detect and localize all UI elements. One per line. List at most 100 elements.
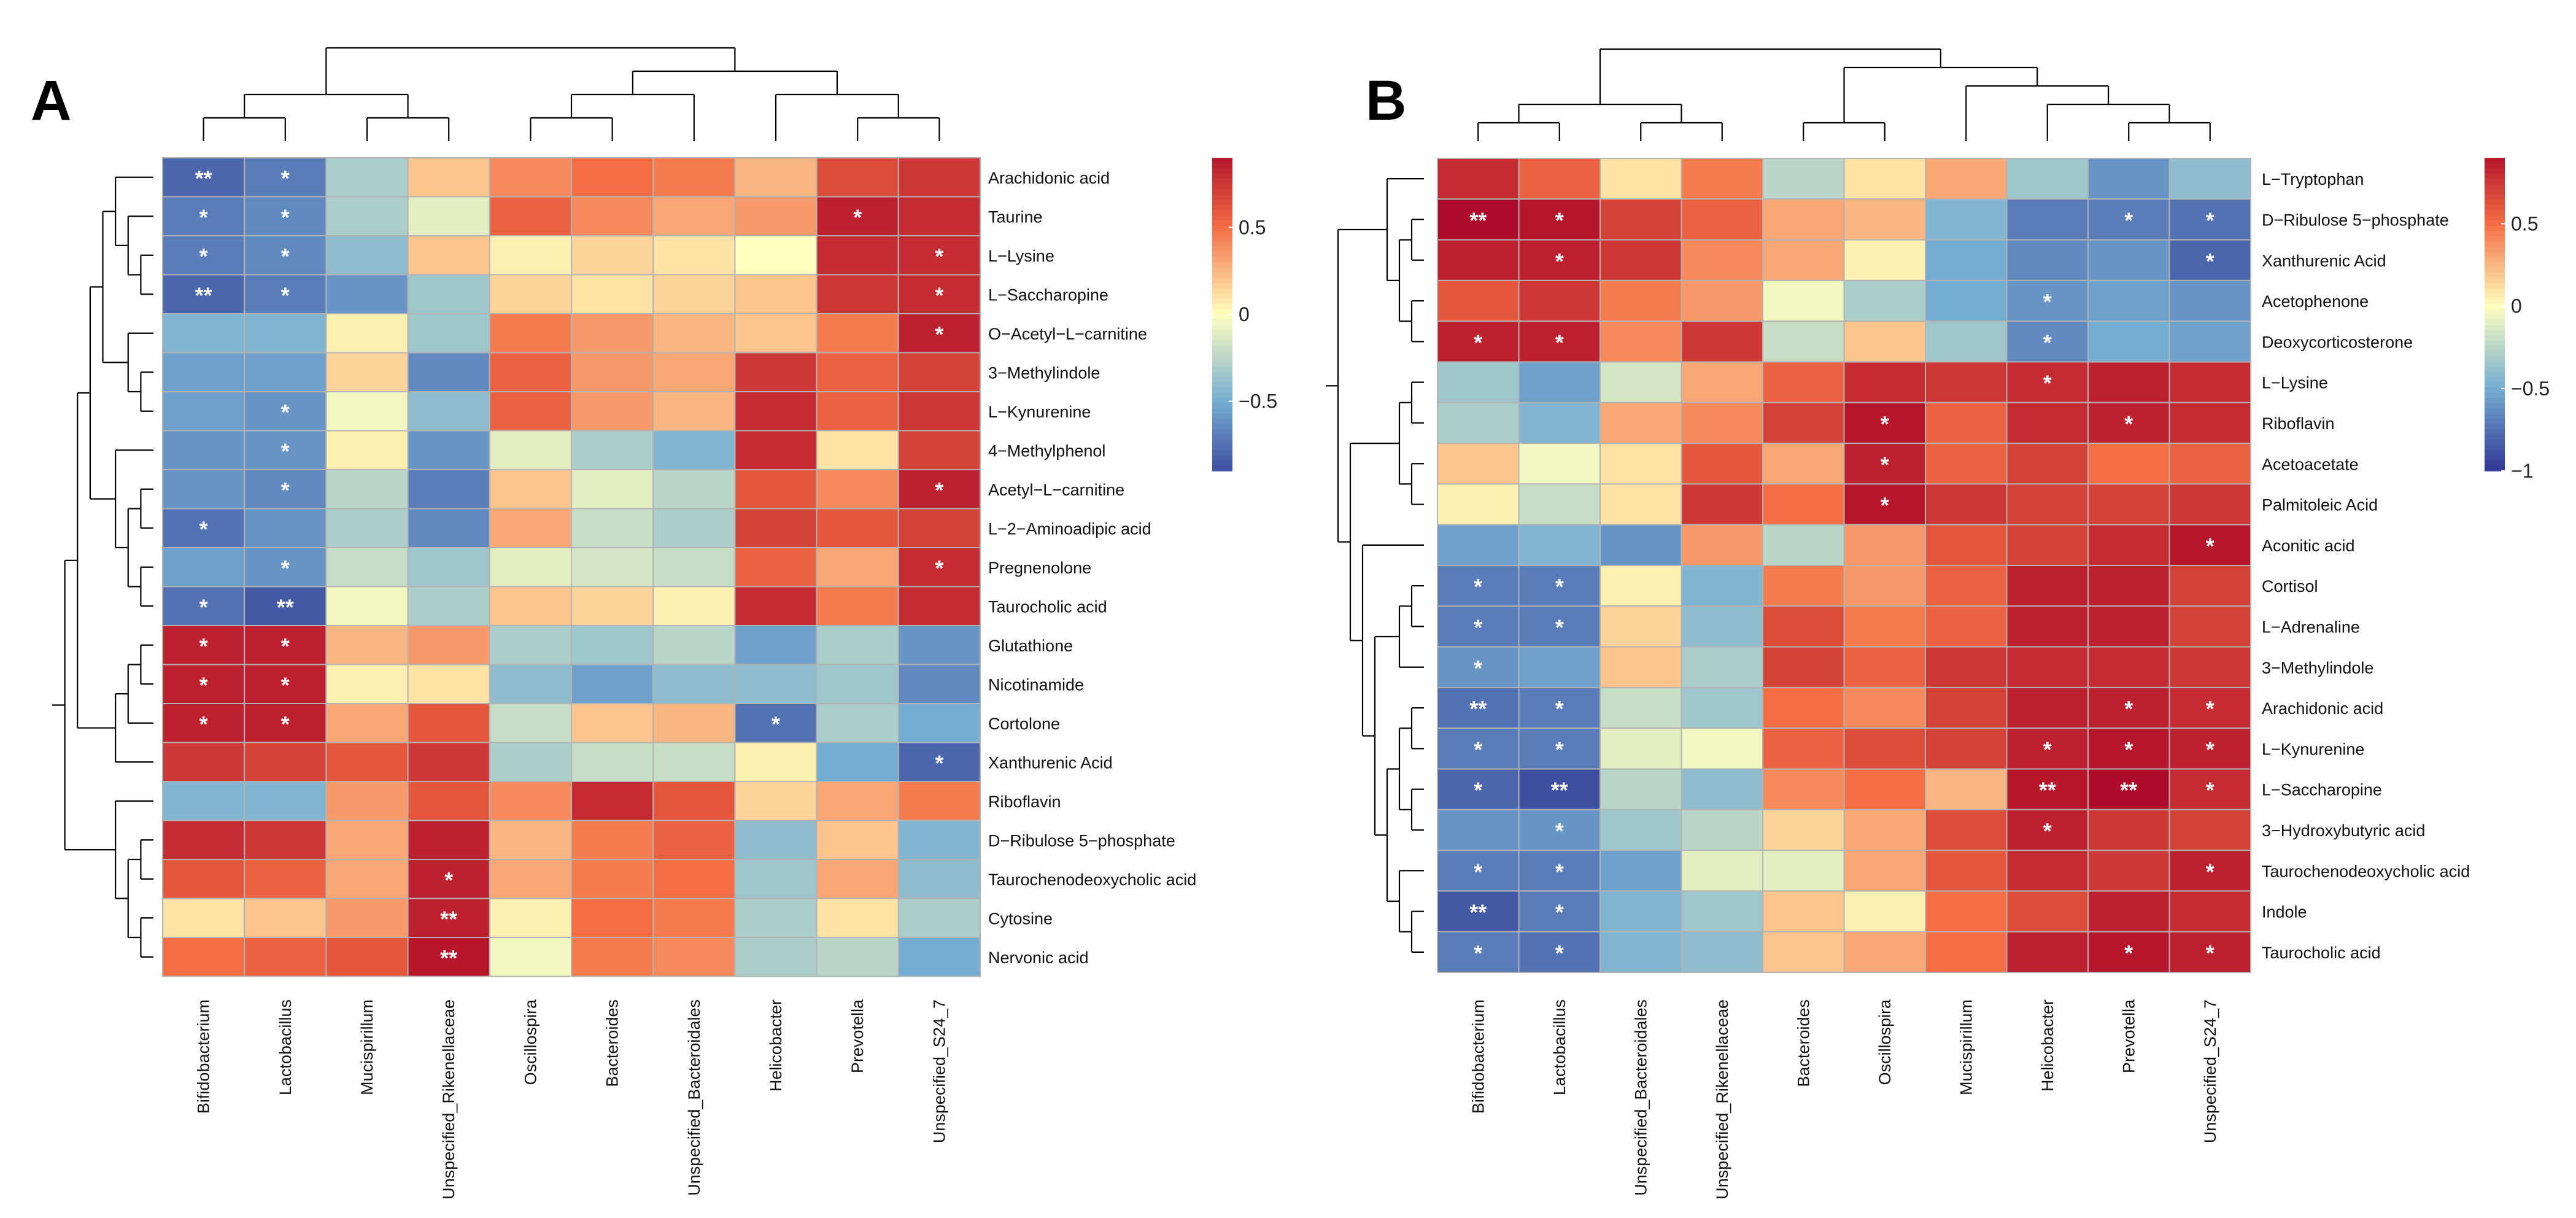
heatmap-cell <box>489 508 572 548</box>
heatmap-cell <box>489 196 572 236</box>
color-legend-band <box>2485 419 2505 425</box>
row-label: 3−Methylindole <box>2262 659 2373 677</box>
row-label: Acetophenone <box>2262 292 2369 311</box>
heatmap-cell <box>2087 279 2170 322</box>
significance-mark: * <box>1555 249 1564 274</box>
heatmap-cell <box>1518 443 1601 485</box>
column-labels: Bifidobacterium Lactobacillus Mucispirillu… <box>195 999 949 1200</box>
color-legend-band <box>1212 215 1232 221</box>
heatmap-cell <box>2168 279 2251 322</box>
heatmap-cell <box>571 703 654 743</box>
significance-mark: * <box>2124 208 2133 233</box>
heatmap-cell <box>1599 931 1682 973</box>
heatmap-cell <box>2087 931 2170 973</box>
color-legend-band <box>2485 168 2505 174</box>
significance-mark: * <box>1474 330 1482 355</box>
heatmap-cell <box>734 274 818 314</box>
significance-mark: * <box>1881 493 1889 518</box>
heatmap-cell <box>897 391 981 432</box>
heatmap-cell <box>652 430 736 470</box>
heatmap-cell <box>162 859 246 899</box>
color-legend-band <box>1212 419 1232 425</box>
row-label: Acetyl−L−carnitine <box>988 481 1124 499</box>
row-label: L−2−Aminoadipic acid <box>988 519 1151 538</box>
heatmap-cell <box>325 274 409 314</box>
heatmap-cell <box>1518 850 1601 892</box>
heatmap-cell <box>1925 483 2008 526</box>
heatmap-cell <box>407 625 490 665</box>
color-legend-band <box>2485 246 2505 252</box>
significance-mark: * <box>444 867 453 893</box>
significance-mark: * <box>1555 208 1564 233</box>
row-label: Nicotinamide <box>988 675 1084 694</box>
heatmap-cell <box>325 469 409 510</box>
heatmap-cell <box>407 313 490 354</box>
color-legend-band <box>1212 440 1232 446</box>
heatmap-cell <box>1599 890 1682 933</box>
heatmap-cell <box>162 625 246 665</box>
heatmap-cell <box>571 391 654 432</box>
heatmap-cell <box>652 157 736 198</box>
heatmap-cell <box>1518 686 1601 729</box>
color-legend-band <box>2485 267 2505 273</box>
heatmap-cell <box>2168 646 2251 688</box>
significance-mark: * <box>199 204 208 230</box>
heatmap-cell <box>1925 727 2008 770</box>
heatmap-cell <box>1925 768 2008 810</box>
heatmap-cell <box>897 898 981 938</box>
heatmap-cell <box>1599 686 1682 729</box>
color-legend-band <box>1212 210 1232 216</box>
heatmap-cell <box>162 547 246 588</box>
heatmap-cell <box>734 586 818 626</box>
heatmap-cells <box>162 157 981 977</box>
color-legend-label: 0 <box>1239 303 1250 325</box>
heatmap-cell <box>571 859 654 899</box>
color-legend-band <box>1212 204 1232 211</box>
significance-mark: * <box>1474 656 1482 681</box>
significance-marks: ** ** * ** * *** * ***** *** ** *** ** ** * ******* <box>195 166 944 971</box>
heatmap-cell <box>652 742 736 782</box>
row-label: L−Kynurenine <box>988 403 1091 421</box>
heatmap-cell <box>652 469 736 510</box>
color-legend-band <box>2485 465 2505 471</box>
heatmap-cell <box>1762 931 1845 973</box>
heatmap-cell <box>734 508 818 548</box>
color-legend-band <box>2485 398 2505 404</box>
heatmap-cell <box>325 781 409 821</box>
heatmap-cell <box>1762 850 1845 892</box>
heatmap-cell <box>816 781 899 821</box>
significance-mark: * <box>935 478 943 503</box>
heatmap-cell <box>325 625 409 665</box>
color-legend-band <box>1212 330 1232 336</box>
heatmap-cell <box>244 898 327 938</box>
heatmap-cell <box>1599 158 1682 200</box>
significance-mark: ** <box>277 594 294 619</box>
color-legend-band <box>2485 460 2505 467</box>
significance-mark: * <box>1474 859 1482 884</box>
heatmap-cell <box>816 430 899 470</box>
heatmap-cell <box>1843 279 1926 322</box>
significance-mark: * <box>1881 452 1889 477</box>
heatmap-cell <box>571 508 654 548</box>
heatmap-cell <box>1762 565 1845 607</box>
heatmap-cell <box>1599 279 1682 322</box>
significance-mark: * <box>2206 696 2214 721</box>
row-label: Cytosine <box>988 909 1053 928</box>
significance-mark: * <box>1555 737 1564 762</box>
color-legend-band <box>2485 356 2505 362</box>
heatmap-cell <box>1437 239 1520 281</box>
heatmap-cell <box>1599 239 1682 281</box>
significance-mark: * <box>1474 941 1482 966</box>
significance-mark: * <box>2206 533 2214 559</box>
significance-mark: * <box>1881 411 1889 436</box>
heatmap-cell <box>897 859 981 899</box>
significance-mark: * <box>281 556 290 581</box>
significance-mark: ** <box>195 282 212 308</box>
heatmap-cell <box>816 547 899 588</box>
heatmap-cell <box>489 469 572 510</box>
heatmap-cell <box>652 352 736 392</box>
color-legend-band <box>2485 210 2505 216</box>
color-legend-band <box>2485 335 2505 341</box>
heatmap-cell <box>897 235 981 276</box>
